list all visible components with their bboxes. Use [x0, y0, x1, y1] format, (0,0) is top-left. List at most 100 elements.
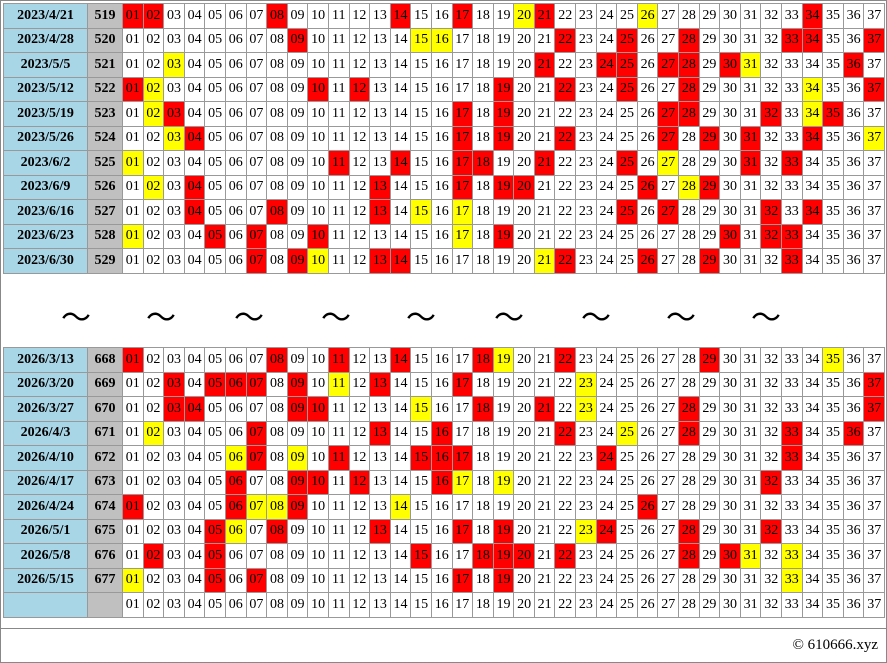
number-cell: 10	[307, 420, 329, 446]
draw-row: 2023/6/2 525 01 02 03 04 05 06 07 08 09 10 11 12 13 14 1…	[3, 150, 885, 176]
number-cell: 10	[307, 27, 329, 53]
number-cell: 09	[286, 396, 309, 422]
number-cell: 13	[369, 469, 391, 495]
number-cell: 20	[513, 543, 535, 569]
number-cell: 09	[286, 101, 309, 127]
number-cell: 03	[163, 223, 185, 249]
draw-row: 2026/4/17 673 01 02 03 04 05 06 07 08 09 10 11 12 13 14…	[3, 469, 885, 495]
number-cell: 21	[533, 101, 556, 127]
number-cell: 16	[430, 518, 453, 544]
number-cell: 02	[142, 125, 165, 151]
number-cell: 37	[863, 150, 885, 176]
number-cell: 04	[183, 543, 206, 569]
number-cell: 03	[163, 420, 185, 446]
number-cell: 03	[163, 101, 185, 127]
number-cell: 28	[678, 347, 700, 373]
number-cell: 20	[513, 371, 535, 397]
number-cell: 11	[327, 396, 350, 422]
number-cell: 23	[575, 76, 597, 102]
number-cell: 36	[842, 27, 865, 53]
number-cell: 35	[822, 76, 844, 102]
number-cell: 03	[163, 567, 185, 593]
number-cell: 08	[266, 101, 288, 127]
number-cell: 01	[122, 396, 144, 422]
number-cell: 35	[822, 396, 844, 422]
draw-period: 523	[87, 101, 123, 127]
number-cell: 22	[554, 396, 577, 422]
number-cell: 14	[389, 3, 412, 29]
number-cell: 11	[327, 543, 350, 569]
number-cell: 10	[307, 52, 329, 78]
number-cell: 16	[430, 76, 453, 102]
number-cell: 09	[286, 52, 309, 78]
number-cell: 33	[781, 199, 803, 225]
number-cell: 10	[307, 3, 329, 29]
number-cell: 36	[842, 3, 865, 29]
number-cell: 08	[266, 543, 288, 569]
number-cell: 19	[492, 518, 515, 544]
number-cell: 31	[739, 248, 762, 274]
number-cell: 20	[513, 199, 535, 225]
number-cell: 04	[183, 494, 206, 520]
number-cell: 36	[842, 125, 865, 151]
number-cell: 20	[513, 3, 535, 29]
number-cell: 14	[389, 543, 412, 569]
number-cell: 23	[575, 592, 597, 618]
number-cell: 20	[513, 494, 535, 520]
number-cell: 06	[224, 150, 247, 176]
number-cell: 13	[369, 150, 391, 176]
number-cell: 29	[698, 567, 721, 593]
number-cell: 01	[122, 445, 144, 471]
number-cell: 31	[739, 469, 762, 495]
draw-date: 2023/6/2	[3, 150, 88, 176]
draw-date: 2026/4/24	[3, 494, 88, 520]
number-cell: 18	[472, 125, 494, 151]
number-cell: 27	[657, 174, 680, 200]
number-cell: 06	[224, 174, 247, 200]
number-cell: 15	[410, 125, 432, 151]
number-cell: 02	[142, 52, 165, 78]
number-cell: 08	[266, 223, 288, 249]
number-cell: 08	[266, 518, 288, 544]
number-cell: 21	[533, 52, 556, 78]
number-cell: 34	[801, 592, 824, 618]
number-cell: 37	[863, 199, 885, 225]
number-cell: 29	[698, 125, 721, 151]
number-cell: 33	[781, 592, 803, 618]
number-cell: 29	[698, 371, 721, 397]
number-cell: 01	[122, 347, 144, 373]
number-cell: 09	[286, 518, 309, 544]
number-cell: 34	[801, 396, 824, 422]
number-cell: 14	[389, 494, 412, 520]
number-cell: 02	[142, 592, 165, 618]
number-cell: 02	[142, 420, 165, 446]
number-cell: 24	[595, 125, 618, 151]
number-cell: 36	[842, 494, 865, 520]
number-cell: 27	[657, 223, 680, 249]
number-cell: 32	[760, 420, 782, 446]
number-cell: 35	[822, 543, 844, 569]
separator: ～	[666, 302, 696, 335]
number-cell: 01	[122, 420, 144, 446]
number-cell: 16	[430, 347, 453, 373]
number-cell: 22	[554, 125, 577, 151]
number-cell: 28	[678, 101, 700, 127]
number-cell: 21	[533, 518, 556, 544]
number-cell: 07	[245, 592, 268, 618]
number-cell: 37	[863, 371, 885, 397]
number-cell: 14	[389, 445, 412, 471]
number-cell: 13	[369, 174, 391, 200]
number-cell: 23	[575, 150, 597, 176]
number-cell: 23	[575, 199, 597, 225]
number-cell: 10	[307, 445, 329, 471]
number-cell: 37	[863, 469, 885, 495]
number-cell: 29	[698, 396, 721, 422]
number-cell: 07	[245, 150, 268, 176]
number-cell: 08	[266, 150, 288, 176]
number-cell: 37	[863, 76, 885, 102]
number-cell: 32	[760, 518, 782, 544]
number-cell: 36	[842, 150, 865, 176]
number-cell: 36	[842, 592, 865, 618]
number-cell: 25	[616, 199, 638, 225]
number-cell: 25	[616, 3, 638, 29]
